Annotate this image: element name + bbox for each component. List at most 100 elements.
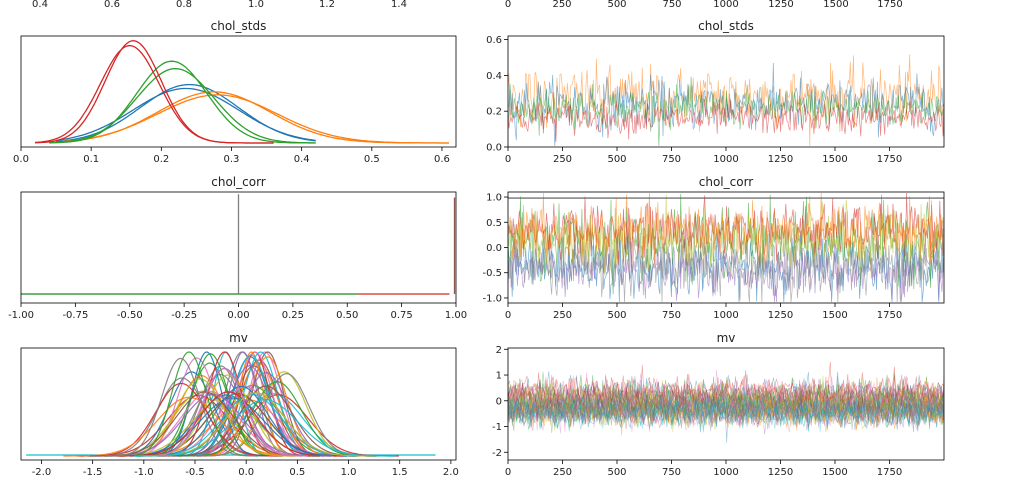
trace-line — [507, 380, 945, 422]
trace-line — [507, 394, 945, 433]
trace-chol-stds-y-tick-label: 0.2 — [486, 107, 502, 118]
density-chol-corr-x-tick-label: 1.00 — [445, 310, 467, 321]
top-right-tick-label: 1000 — [713, 0, 738, 10]
trace-line — [507, 371, 945, 412]
density-curve — [56, 87, 316, 142]
trace-mv-y-tick-label: -1 — [492, 422, 502, 433]
trace-line — [507, 388, 945, 430]
density-curve — [49, 60, 316, 144]
top-right-tick-label: 0 — [505, 0, 511, 10]
trace-line — [507, 383, 945, 431]
density-curve — [34, 44, 274, 144]
top-right-tick-label: 1500 — [823, 0, 848, 10]
trace-line — [507, 379, 945, 421]
density-curves-chol-stds — [34, 40, 449, 144]
trace-chol-stds-x-tick-label: 1250 — [768, 154, 793, 165]
density-curve — [49, 67, 316, 144]
trace-chol-stds-x-tick-label: 0 — [505, 154, 511, 165]
trace-line — [507, 384, 945, 422]
trace-line — [507, 379, 945, 421]
density-chol-corr-x-tick-label: 0.50 — [336, 310, 358, 321]
density-curves-mv — [26, 351, 436, 457]
density-chol-stds-x-tick-label: 0.3 — [224, 154, 240, 165]
trace-chol-corr-x-tick-label: 1250 — [768, 310, 793, 321]
top-left-tick-label: 1.4 — [391, 0, 407, 10]
trace-line — [507, 392, 945, 433]
trace-line — [507, 390, 945, 432]
trace-line — [507, 375, 945, 417]
trace-lines-chol-stds — [507, 54, 945, 147]
density-curve — [139, 367, 308, 457]
density-curve — [177, 371, 355, 457]
trace-chol-stds-y-tick-label: 0.6 — [486, 35, 502, 46]
density-title-chol-corr: chol_corr — [211, 175, 266, 189]
trace-mv-x-tick-label: 750 — [662, 467, 681, 478]
trace-chol-stds-x-tick-label: 1500 — [822, 154, 847, 165]
trace-chol-stds-x-tick-label: 750 — [662, 154, 681, 165]
density-chol-stds-x-tick-label: 0.0 — [13, 154, 29, 165]
density-mv-x-tick-label: -1.0 — [134, 467, 154, 478]
trace-chol-corr-y-tick-label: 0.0 — [486, 243, 502, 254]
trace-line — [507, 391, 945, 435]
trace-line — [507, 391, 945, 431]
top-right-tick-label: 1250 — [768, 0, 793, 10]
trace-line — [507, 364, 945, 412]
trace-line — [507, 393, 945, 434]
trace-line — [507, 390, 945, 430]
density-curve — [135, 385, 347, 457]
trace-lines-chol-corr — [507, 192, 945, 303]
trace-chol-corr-y-tick-label: 0.5 — [486, 218, 502, 229]
top-left-tick-label: 0.6 — [104, 0, 120, 10]
trace-chol-stds-x-tick-label: 1000 — [713, 154, 738, 165]
trace-mv-y-tick-label: 0 — [496, 396, 502, 407]
trace-line — [507, 371, 945, 413]
trace-line — [507, 377, 945, 423]
trace-line — [507, 76, 945, 147]
trace-line — [507, 384, 945, 425]
density-curve — [134, 399, 396, 457]
top-right-tick-label: 500 — [607, 0, 626, 10]
trace-line — [507, 381, 945, 424]
trace-line — [507, 376, 945, 418]
density-mv-x-tick-label: 2.0 — [443, 467, 459, 478]
trace-mv-x-tick-label: 500 — [607, 467, 626, 478]
density-mv-x-tick-label: 0.0 — [238, 467, 254, 478]
density-curve — [63, 91, 449, 144]
density-curve — [63, 396, 315, 457]
trace-line — [507, 388, 945, 443]
trace-chol-stds-y-tick-label: 0.4 — [486, 71, 502, 82]
trace-mv-x-tick-label: 250 — [553, 467, 572, 478]
trace-mv-x-tick-label: 1500 — [822, 467, 847, 478]
density-curve — [105, 357, 257, 457]
trace-chol-stds-x-tick-label: 1750 — [877, 154, 902, 165]
trace-mv-x-tick-label: 1750 — [877, 467, 902, 478]
trace-lines-mv — [507, 361, 945, 443]
trace-mv-y-tick-label: -2 — [492, 448, 502, 459]
trace-chol-corr-x-tick-label: 500 — [607, 310, 626, 321]
density-chol-corr-x-tick-label: -0.75 — [62, 310, 88, 321]
trace-title-chol-stds: chol_stds — [698, 19, 754, 33]
trace-line — [507, 380, 945, 419]
density-chol-stds-x-tick-label: 0.2 — [153, 154, 169, 165]
trace-chol-corr-x-tick-label: 1000 — [713, 310, 738, 321]
trace-chol-corr-y-tick-label: -0.5 — [482, 268, 502, 279]
top-left-tick-label: 0.8 — [176, 0, 192, 10]
density-title-chol-stds: chol_stds — [211, 19, 267, 33]
top-right-tick-label: 1750 — [877, 0, 902, 10]
density-chol-stds-x-tick-label: 0.4 — [294, 154, 310, 165]
trace-mv-x-tick-label: 1250 — [768, 467, 793, 478]
density-chol-corr-x-tick-label: -1.00 — [8, 310, 34, 321]
density-chol-corr-x-tick-label: -0.25 — [171, 310, 197, 321]
top-right-tick-label: 250 — [552, 0, 571, 10]
trace-line — [507, 99, 945, 142]
trace-line — [507, 390, 945, 433]
trace-line — [507, 381, 945, 421]
density-curve — [87, 377, 277, 457]
trace-mv-x-tick-label: 0 — [505, 467, 511, 478]
trace-chol-stds-y-tick-label: 0.0 — [486, 143, 502, 154]
density-chol-stds-x-tick-label: 0.5 — [364, 154, 380, 165]
density-curve — [113, 391, 344, 457]
trace-chol-corr-x-tick-label: 250 — [553, 310, 572, 321]
trace-line — [507, 389, 945, 428]
